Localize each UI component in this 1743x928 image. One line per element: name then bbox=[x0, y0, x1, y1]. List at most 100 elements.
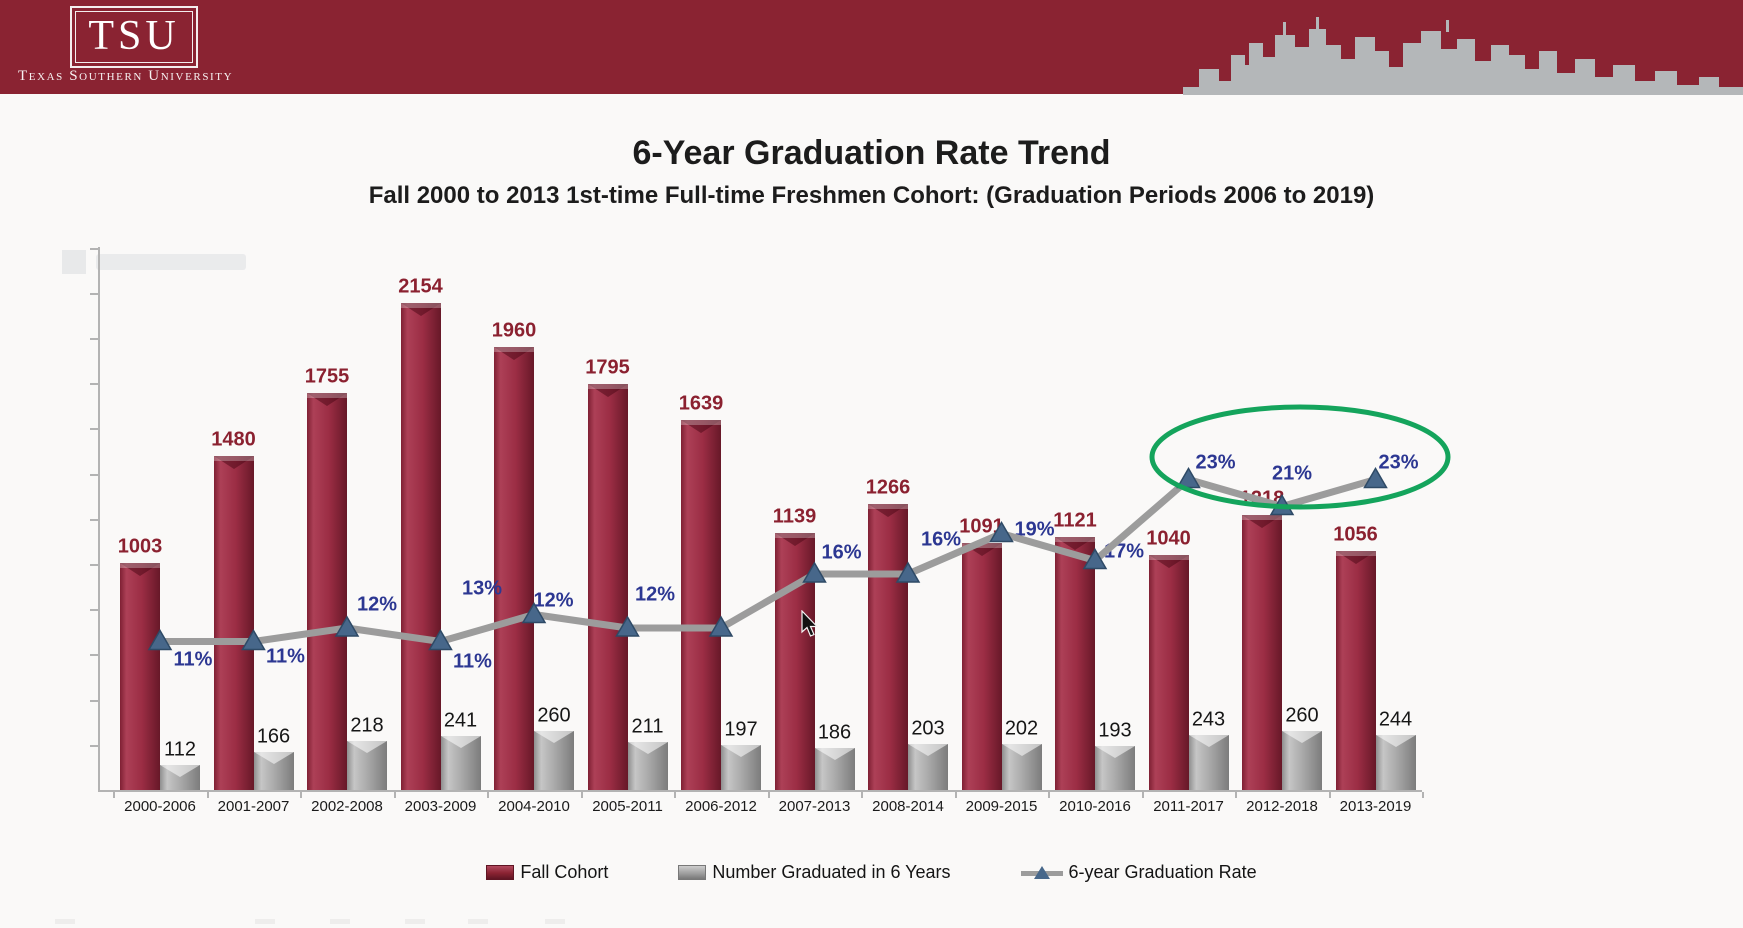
rate-value-label: 11% bbox=[266, 645, 305, 667]
tsu-logo-frame: TSU bbox=[75, 11, 193, 63]
rate-value-label: 23% bbox=[1195, 451, 1236, 473]
fall-cohort-bar bbox=[774, 533, 815, 790]
graduated-value-label: 241 bbox=[443, 709, 478, 732]
category-label: 2001-2007 bbox=[217, 798, 290, 815]
rate-value-label: 21% bbox=[1271, 462, 1313, 484]
graduated-value-label: 211 bbox=[631, 715, 664, 738]
fall-cohort-bar bbox=[307, 393, 347, 790]
graduated-bar bbox=[1375, 735, 1416, 790]
chart-legend: Fall Cohort Number Graduated in 6 Years 6-… bbox=[0, 862, 1743, 883]
graduated-bar bbox=[534, 731, 574, 790]
graduated-value-label: 202 bbox=[1004, 717, 1039, 740]
graduated-bar bbox=[627, 742, 668, 790]
x-axis-tick bbox=[1235, 792, 1238, 798]
y-axis-tick bbox=[90, 609, 98, 612]
cohort-value-label: 1121 bbox=[1053, 509, 1097, 532]
y-axis-tick bbox=[90, 383, 98, 386]
x-axis-tick bbox=[1328, 792, 1331, 798]
graduated-bar bbox=[908, 744, 948, 790]
y-axis-tick bbox=[90, 428, 98, 431]
x-axis-tick bbox=[767, 792, 770, 798]
university-name: Texas Southern University bbox=[18, 68, 234, 84]
rate-value-label: 12% bbox=[533, 589, 574, 612]
graduated-value-label: 244 bbox=[1378, 708, 1413, 731]
rate-value-label: 19% bbox=[1014, 518, 1055, 540]
graduated-value-label: 112 bbox=[164, 738, 196, 761]
cohort-value-label: 1795 bbox=[585, 356, 630, 379]
x-axis-tick bbox=[580, 792, 583, 798]
legend-label: Fall Cohort bbox=[520, 862, 609, 882]
category-label: 2007-2013 bbox=[778, 798, 851, 815]
y-axis-tick bbox=[90, 744, 98, 747]
fall-cohort-bar bbox=[120, 563, 160, 790]
rate-value-label: 12% bbox=[634, 583, 676, 606]
legend-label: 6-year Graduation Rate bbox=[1068, 862, 1257, 882]
legend-item: Number Graduated in 6 Years bbox=[678, 862, 951, 883]
cohort-value-label: 1040 bbox=[1146, 527, 1191, 550]
y-axis-tick bbox=[90, 292, 98, 295]
rate-value-label: 16% bbox=[821, 541, 862, 564]
category-label: 2011-2017 bbox=[1153, 798, 1224, 815]
category-label: 2013-2019 bbox=[1339, 798, 1412, 815]
y-axis-tick bbox=[90, 247, 98, 250]
graduated-value-label: 218 bbox=[350, 714, 384, 737]
cohort-value-label: 1003 bbox=[117, 535, 163, 558]
x-axis-tick bbox=[487, 792, 490, 798]
category-label: 2005-2011 bbox=[592, 798, 663, 815]
legend-swatch-gray-icon bbox=[678, 865, 707, 880]
category-label: 2009-2015 bbox=[965, 798, 1038, 815]
fall-cohort-bar bbox=[961, 543, 1002, 790]
graduated-bar bbox=[347, 741, 387, 790]
graduated-bar bbox=[721, 745, 761, 790]
header-banner: TSU Texas Southern University bbox=[0, 0, 1743, 95]
y-axis-tick bbox=[90, 564, 98, 566]
x-axis-tick bbox=[113, 792, 116, 798]
ghost-artifact-textbar bbox=[96, 254, 246, 270]
ghost-artifact bbox=[60, 247, 260, 279]
graduated-bar bbox=[1188, 735, 1229, 790]
page-title: 6-Year Graduation Rate Trend bbox=[632, 134, 1111, 172]
y-axis-tick bbox=[90, 338, 98, 340]
page-subtitle: Fall 2000 to 2013 1st-time Full-time Fre… bbox=[368, 182, 1375, 209]
x-axis-tick bbox=[674, 792, 677, 798]
x-axis bbox=[98, 790, 1422, 792]
legend-label: Number Graduated in 6 Years bbox=[712, 862, 951, 882]
fall-cohort-bar bbox=[1055, 537, 1095, 790]
mouse-cursor-icon bbox=[801, 610, 819, 637]
graduated-value-label: 197 bbox=[724, 718, 758, 741]
graduated-value-label: 260 bbox=[537, 704, 571, 727]
y-axis-tick bbox=[90, 654, 98, 657]
graduated-bar bbox=[160, 765, 200, 790]
graduated-bar bbox=[814, 748, 855, 790]
y-axis-tick bbox=[90, 699, 98, 702]
city-skyline-icon bbox=[1183, 17, 1743, 95]
category-label: 2002-2008 bbox=[311, 798, 383, 815]
cohort-value-label: 1091 bbox=[959, 515, 1004, 538]
x-axis-tick bbox=[861, 792, 864, 798]
legend-item: 6-year Graduation Rate bbox=[1020, 862, 1257, 883]
fall-cohort-bar bbox=[1242, 515, 1282, 790]
ghost-artifact-icon bbox=[62, 250, 86, 274]
x-axis-tick bbox=[1141, 792, 1144, 798]
graduated-value-label: 193 bbox=[1098, 719, 1132, 742]
rate-value-label: 23% bbox=[1378, 451, 1419, 473]
cohort-value-label: 1218 bbox=[1239, 487, 1285, 510]
fall-cohort-bar bbox=[494, 347, 534, 790]
fall-cohort-bar bbox=[587, 384, 628, 790]
tsu-logo: TSU bbox=[70, 6, 198, 68]
x-axis-tick bbox=[300, 792, 303, 798]
category-label: 2010-2016 bbox=[1059, 798, 1131, 815]
cohort-value-label: 1056 bbox=[1333, 523, 1378, 546]
cohort-value-label: 1639 bbox=[678, 392, 724, 415]
fall-cohort-bar bbox=[681, 420, 721, 790]
rate-value-label: 16% bbox=[920, 528, 962, 551]
cohort-value-label: 1960 bbox=[491, 319, 537, 342]
cohort-value-label: 1755 bbox=[304, 365, 350, 388]
x-axis-tick bbox=[206, 792, 209, 798]
category-label: 2000-2006 bbox=[124, 798, 196, 815]
cohort-value-label: 1139 bbox=[772, 505, 817, 528]
category-label: 2003-2009 bbox=[404, 798, 477, 815]
rate-value-label: 12% bbox=[356, 593, 398, 616]
graduated-value-label: 260 bbox=[1285, 704, 1319, 727]
